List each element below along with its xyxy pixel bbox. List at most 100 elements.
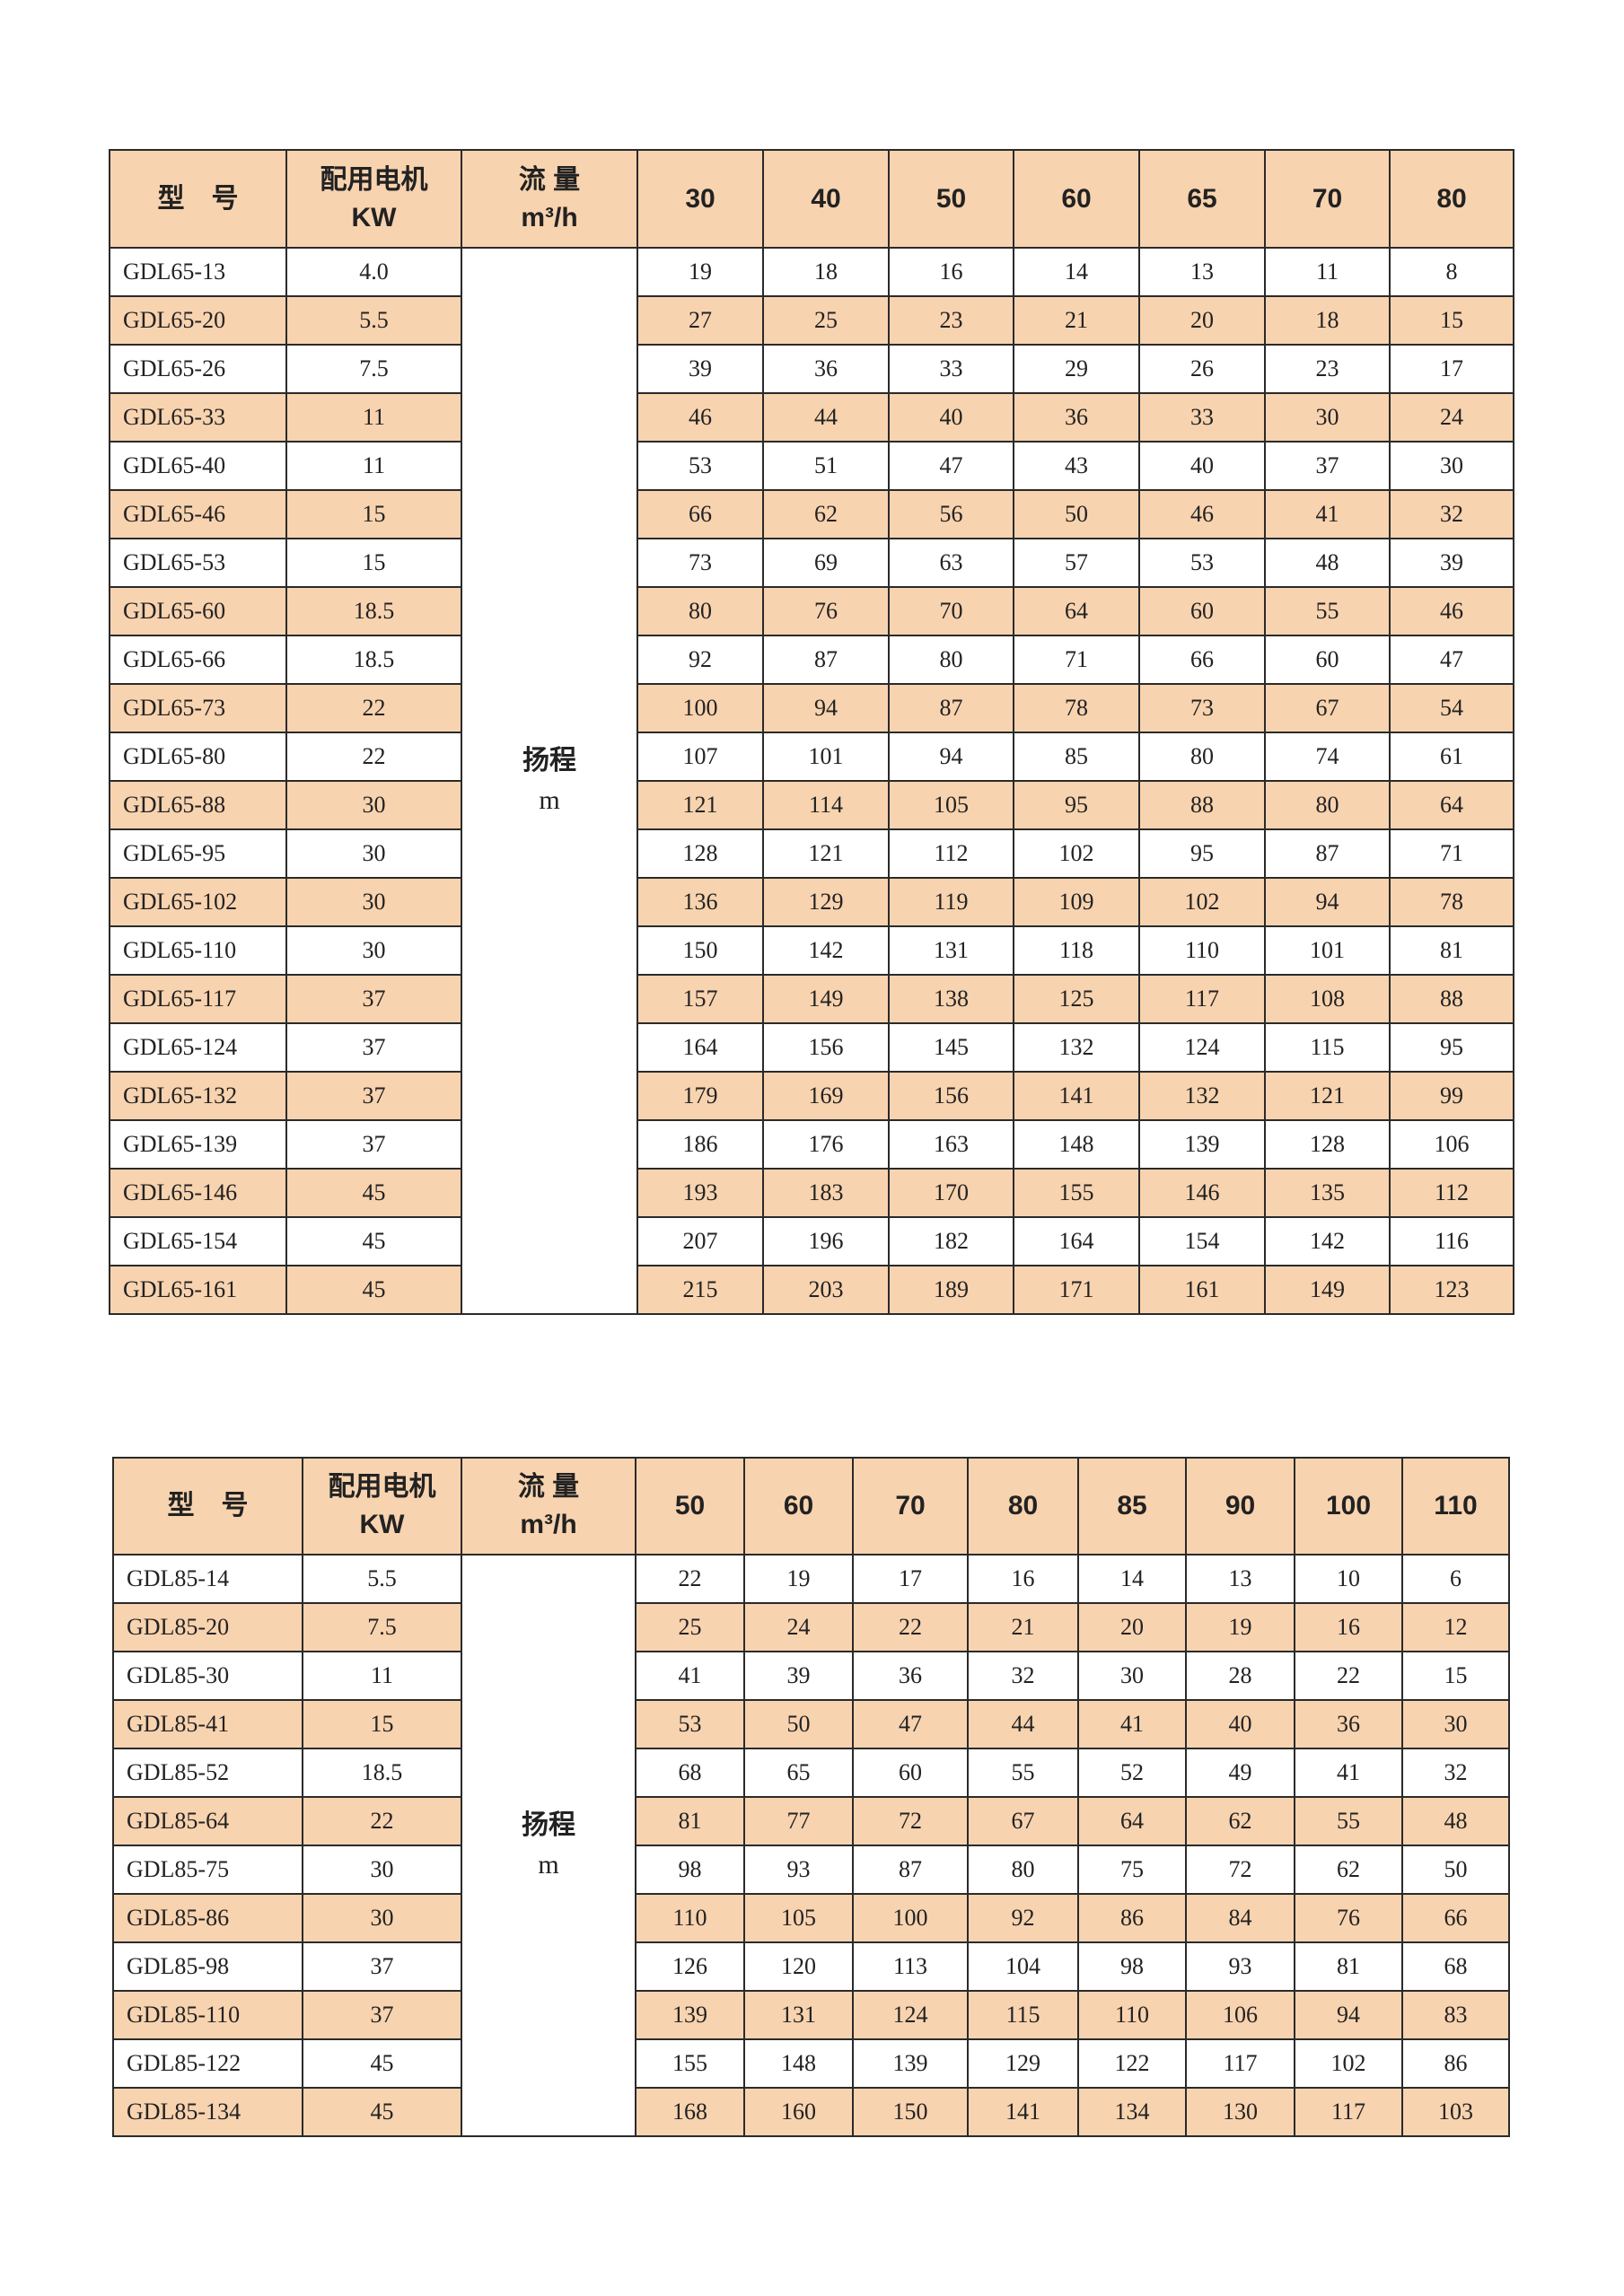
head-value-cell: 126 [635, 1941, 745, 1992]
head-value-cell: 10 [1294, 1554, 1403, 1604]
head-value-cell: 19 [636, 247, 764, 297]
head-value-cell: 50 [1401, 1845, 1510, 1895]
head-value-cell: 186 [636, 1119, 764, 1170]
head-value-cell: 85 [1013, 732, 1140, 782]
head-value-cell: 131 [888, 925, 1014, 976]
model-cell: GDL65-139 [109, 1119, 287, 1170]
head-value-cell: 112 [888, 828, 1014, 879]
header-flow-value: 100 [1294, 1457, 1403, 1555]
model-cell: GDL85-134 [112, 2087, 303, 2137]
motor-kw-cell: 11 [302, 1651, 462, 1701]
head-value-cell: 113 [852, 1941, 969, 1992]
head-value-cell: 93 [1185, 1941, 1295, 1992]
header-row: 型 号 配用电机 KW 流 量 m³/h 30 40 50 60 65 70 80 [109, 149, 1514, 249]
head-value-cell: 183 [762, 1168, 890, 1218]
head-value-cell: 65 [743, 1748, 854, 1798]
table-row: GDL65-124 37 164 156 145 132 124 115 95 [109, 1022, 1514, 1073]
head-value-cell: 13 [1185, 1554, 1295, 1604]
motor-kw-cell: 30 [285, 828, 462, 879]
model-cell: GDL65-60 [109, 586, 287, 636]
motor-kw-cell: 18.5 [285, 635, 462, 685]
table-row: GDL85-20 7.5 25 24 22 21 20 19 16 12 [112, 1602, 1510, 1652]
head-value-cell: 106 [1389, 1119, 1514, 1170]
model-cell: GDL65-161 [109, 1265, 287, 1315]
head-value-cell: 13 [1138, 247, 1266, 297]
table-row: GDL65-73 22 100 94 87 78 73 67 54 [109, 683, 1514, 733]
motor-unit: KW [359, 1510, 405, 1539]
head-value-cell: 41 [1294, 1748, 1403, 1798]
head-value-cell: 36 [1294, 1699, 1403, 1749]
model-cell: GDL65-154 [109, 1216, 287, 1266]
motor-kw-cell: 37 [302, 1941, 462, 1992]
head-value-cell: 118 [1013, 925, 1140, 976]
head-value-cell: 62 [1294, 1845, 1403, 1895]
table-row: GDL65-132 37 179 169 156 141 132 121 99 [109, 1071, 1514, 1121]
table-row: GDL85-134 45 168 160 150 141 134 130 117 103 [112, 2087, 1510, 2137]
motor-kw-cell: 5.5 [302, 1554, 462, 1604]
head-value-cell: 77 [743, 1796, 854, 1846]
head-value-cell: 36 [1013, 392, 1140, 443]
head-value-cell: 67 [967, 1796, 1079, 1846]
header-motor: 配用电机 KW [285, 149, 462, 249]
model-cell: GDL65-46 [109, 489, 287, 539]
head-value-cell: 53 [636, 441, 764, 491]
head-value-cell: 64 [1013, 586, 1140, 636]
head-value-cell: 71 [1013, 635, 1140, 685]
head-value-cell: 80 [1138, 732, 1266, 782]
motor-kw-cell: 37 [285, 1071, 462, 1121]
head-value-cell: 12 [1401, 1602, 1510, 1652]
table-row: GDL65-95 30 128 121 112 102 95 87 71 [109, 828, 1514, 879]
head-value-cell: 132 [1013, 1022, 1140, 1073]
table-row: GDL65-46 15 66 62 56 50 46 41 32 [109, 489, 1514, 539]
head-value-cell: 21 [1013, 295, 1140, 346]
head-value-cell: 87 [762, 635, 890, 685]
motor-kw-cell: 4.0 [285, 247, 462, 297]
motor-kw-cell: 11 [285, 392, 462, 443]
head-value-cell: 161 [1138, 1265, 1266, 1315]
head-value-cell: 215 [636, 1265, 764, 1315]
head-value-cell: 189 [888, 1265, 1014, 1315]
head-value-cell: 68 [635, 1748, 745, 1798]
motor-kw-cell: 22 [285, 732, 462, 782]
head-value-cell: 141 [1013, 1071, 1140, 1121]
head-value-cell: 203 [762, 1265, 890, 1315]
table-row: GDL85-75 30 98 93 87 80 75 72 62 50 [112, 1845, 1510, 1895]
table-row: GDL65-26 7.5 39 36 33 29 26 23 17 [109, 344, 1514, 394]
header-flow-value: 60 [1013, 149, 1140, 249]
head-value-cell: 160 [743, 2087, 854, 2137]
head-value-cell: 67 [1264, 683, 1391, 733]
model-cell: GDL65-124 [109, 1022, 287, 1073]
head-value-cell: 94 [762, 683, 890, 733]
head-value-cell: 86 [1077, 1893, 1187, 1943]
model-cell: GDL85-30 [112, 1651, 303, 1701]
model-cell: GDL65-20 [109, 295, 287, 346]
model-cell: GDL65-53 [109, 538, 287, 588]
header-flow-value: 50 [635, 1457, 745, 1555]
head-value-cell: 22 [852, 1602, 969, 1652]
head-label: 扬程 [522, 1810, 575, 1840]
head-value-cell: 36 [852, 1651, 969, 1701]
model-cell: GDL65-95 [109, 828, 287, 879]
head-value-cell: 128 [636, 828, 764, 879]
head-value-cell: 22 [1294, 1651, 1403, 1701]
head-value-cell: 30 [1264, 392, 1391, 443]
head-value-cell: 88 [1138, 780, 1266, 830]
model-cell: GDL65-66 [109, 635, 287, 685]
head-value-cell: 43 [1013, 441, 1140, 491]
head-value-cell: 20 [1077, 1602, 1187, 1652]
head-value-cell: 49 [1185, 1748, 1295, 1798]
head-value-cell: 19 [1185, 1602, 1295, 1652]
head-value-cell: 176 [762, 1119, 890, 1170]
head-value-cell: 114 [762, 780, 890, 830]
head-value-cell: 109 [1013, 877, 1140, 927]
head-value-cell: 78 [1389, 877, 1514, 927]
head-value-cell: 47 [888, 441, 1014, 491]
table-row: GDL85-41 15 53 50 47 44 41 40 36 30 [112, 1699, 1510, 1749]
head-value-cell: 15 [1401, 1651, 1510, 1701]
head-value-cell: 26 [1138, 344, 1266, 394]
head-value-cell: 93 [743, 1845, 854, 1895]
head-value-cell: 80 [888, 635, 1014, 685]
table-row: GDL65-80 22 107 101 94 85 80 74 61 [109, 732, 1514, 782]
table-row: GDL65-139 37 186 176 163 148 139 128 106 [109, 1119, 1514, 1170]
table-row: GDL65-88 30 121 114 105 95 88 80 64 [109, 780, 1514, 830]
